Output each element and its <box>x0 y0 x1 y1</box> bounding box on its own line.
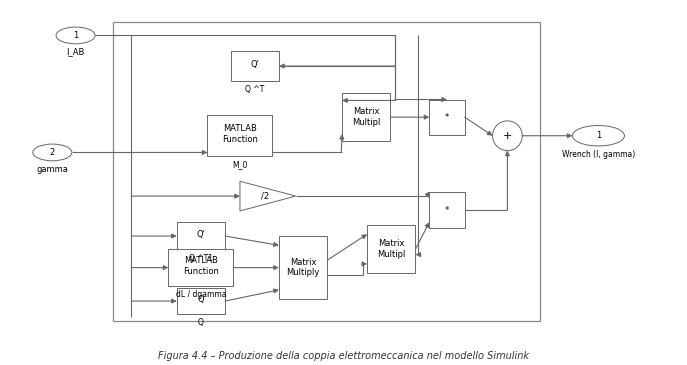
Text: Q ^T1: Q ^T1 <box>189 254 213 263</box>
Text: Figura 4.4 – Produzione della coppia elettromeccanica nel modello Simulink: Figura 4.4 – Produzione della coppia ele… <box>158 351 529 361</box>
Text: /2: /2 <box>261 192 269 201</box>
Bar <box>429 100 464 135</box>
Bar <box>279 236 327 299</box>
Text: MATLAB
Function: MATLAB Function <box>183 256 219 276</box>
Bar <box>429 192 464 228</box>
Text: 1: 1 <box>73 31 78 40</box>
Bar <box>168 249 234 286</box>
Polygon shape <box>240 181 295 211</box>
Text: Q': Q' <box>196 230 205 239</box>
Text: *: * <box>445 205 449 215</box>
Text: Wrench (I, gamma): Wrench (I, gamma) <box>562 150 635 159</box>
Ellipse shape <box>56 27 95 44</box>
Text: 1: 1 <box>596 131 601 140</box>
Bar <box>231 51 279 81</box>
Text: gamma: gamma <box>36 165 68 173</box>
Ellipse shape <box>33 144 72 161</box>
Text: Q: Q <box>198 318 204 327</box>
Text: Q': Q' <box>250 60 259 69</box>
Text: MATLAB
Function: MATLAB Function <box>222 124 258 144</box>
Text: M_0: M_0 <box>232 160 247 169</box>
Text: 2: 2 <box>49 148 55 157</box>
Bar <box>177 222 225 250</box>
Bar <box>342 93 390 141</box>
Text: Matrix
Multiply: Matrix Multiply <box>286 258 319 277</box>
Bar <box>177 288 225 314</box>
Circle shape <box>493 121 522 151</box>
Text: Matrix
Multipl: Matrix Multipl <box>352 107 381 127</box>
Text: *: * <box>445 113 449 122</box>
Ellipse shape <box>572 126 624 146</box>
Bar <box>113 22 540 322</box>
Text: dL / dgamma: dL / dgamma <box>176 290 226 299</box>
Text: Q ^T: Q ^T <box>245 85 264 94</box>
Text: Q: Q <box>198 295 204 304</box>
Bar <box>207 115 273 156</box>
Bar <box>367 225 416 273</box>
Text: Matrix
Multipl: Matrix Multipl <box>377 239 405 259</box>
Text: I_AB: I_AB <box>67 47 85 57</box>
Text: +: + <box>503 131 512 141</box>
